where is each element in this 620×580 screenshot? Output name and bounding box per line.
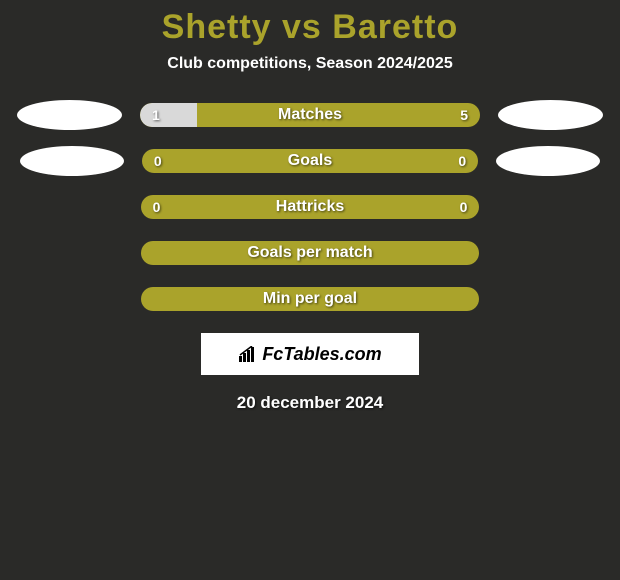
stat-label: Min per goal bbox=[141, 290, 480, 308]
stat-label: Goals bbox=[142, 152, 478, 170]
stat-row: 00Goals bbox=[0, 149, 620, 173]
subtitle: Club competitions, Season 2024/2025 bbox=[0, 55, 620, 73]
player-left-avatar bbox=[17, 100, 122, 130]
brand-label: FcTables.com bbox=[238, 344, 381, 365]
stat-label: Hattricks bbox=[141, 198, 480, 216]
stat-label: Goals per match bbox=[141, 244, 480, 262]
brand-text: FcTables.com bbox=[262, 344, 381, 365]
stat-bar: 15Matches bbox=[140, 103, 480, 127]
stat-label: Matches bbox=[140, 106, 480, 124]
player-right-avatar bbox=[498, 100, 603, 130]
stat-row: Goals per match bbox=[0, 241, 620, 265]
date-label: 20 december 2024 bbox=[0, 393, 620, 413]
stats-list: 15Matches 00Goals 00Hattricks Goals per mat… bbox=[0, 103, 620, 311]
player-right-avatar bbox=[496, 146, 600, 176]
stat-bar: 00Hattricks bbox=[141, 195, 480, 219]
comparison-widget: Shetty vs Baretto Club competitions, Sea… bbox=[0, 0, 620, 413]
chart-icon bbox=[238, 346, 258, 362]
brand-badge[interactable]: FcTables.com bbox=[201, 333, 419, 375]
stat-row: 00Hattricks bbox=[0, 195, 620, 219]
player-left-avatar bbox=[20, 146, 124, 176]
stat-bar: Goals per match bbox=[141, 241, 480, 265]
stat-row: Min per goal bbox=[0, 287, 620, 311]
page-title: Shetty vs Baretto bbox=[0, 8, 620, 47]
stat-bar: 00Goals bbox=[142, 149, 478, 173]
stat-row: 15Matches bbox=[0, 103, 620, 127]
stat-bar: Min per goal bbox=[141, 287, 480, 311]
